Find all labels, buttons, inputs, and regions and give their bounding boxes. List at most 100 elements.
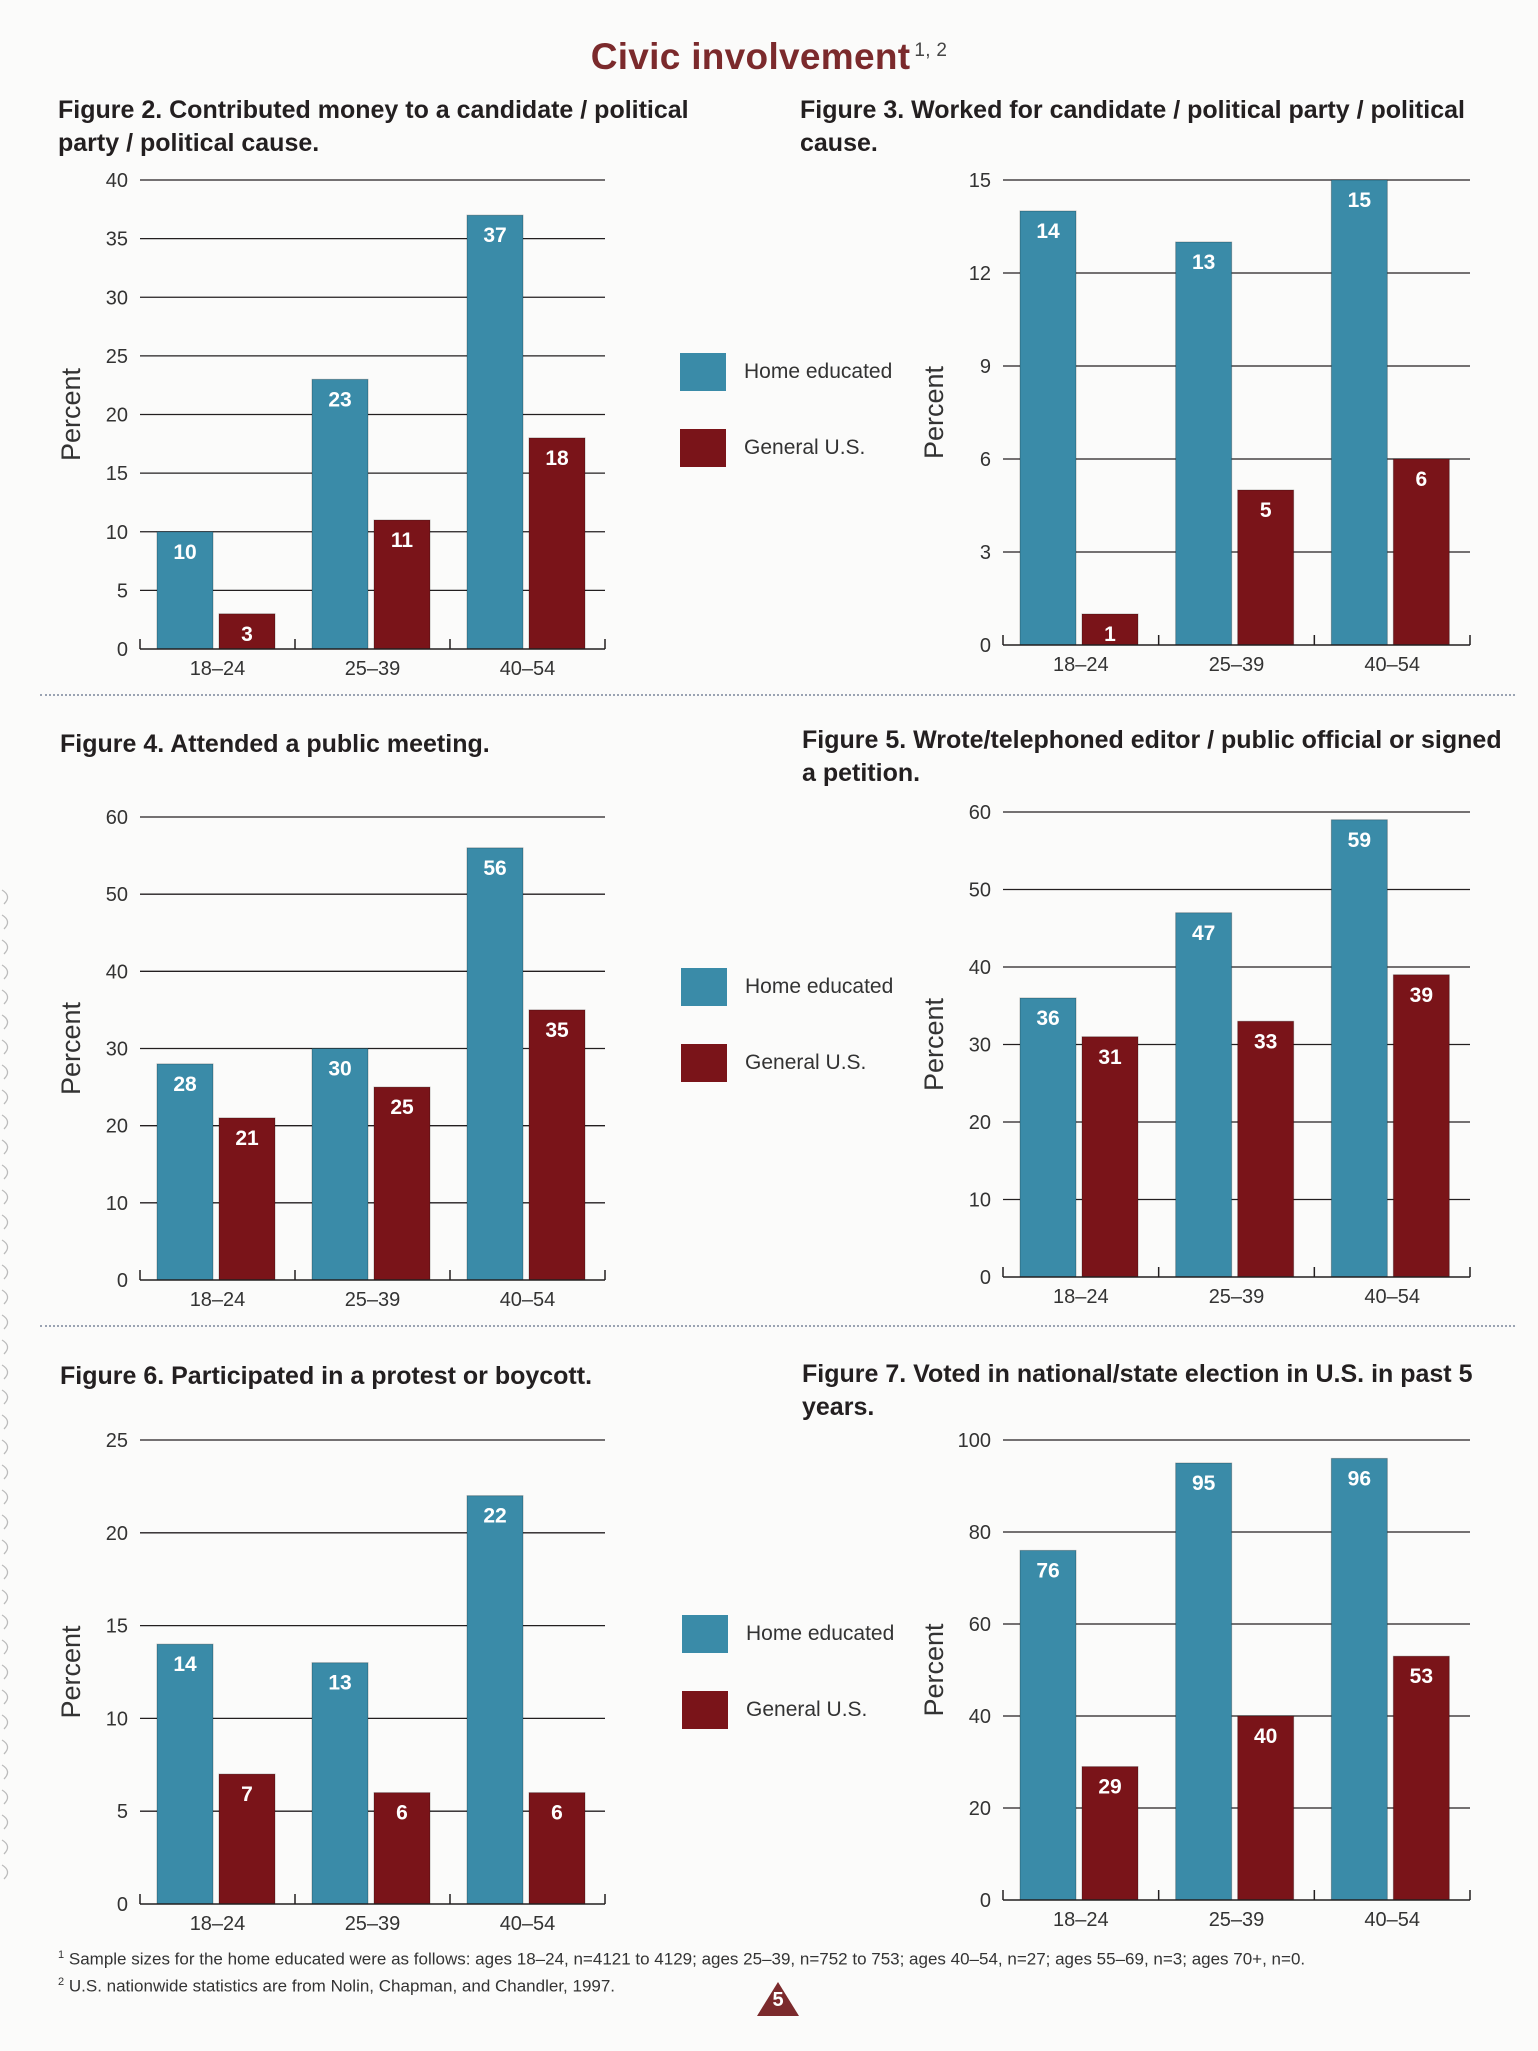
bar-home-educated bbox=[466, 847, 524, 1281]
binding-arc bbox=[1, 914, 9, 930]
binding-arc bbox=[1, 1864, 9, 1880]
y-tick-label: 30 bbox=[969, 1035, 991, 1057]
binding-arc bbox=[1, 1639, 9, 1655]
bar-general-us bbox=[1081, 613, 1139, 646]
data-label-home-educated: 15 bbox=[1348, 189, 1372, 212]
bar-home-educated bbox=[311, 1662, 369, 1905]
y-tick-label: 0 bbox=[980, 1890, 991, 1912]
x-tick-label: 25–39 bbox=[345, 658, 401, 680]
page-title-text: Civic involvement bbox=[590, 36, 911, 77]
y-tick-label: 20 bbox=[106, 1116, 128, 1138]
bar-general-us bbox=[528, 437, 586, 650]
figure-3-chart: 0 3 6 9 12 15 Percent 14 1 18–24 13 5 25–39 15 6 40–54 bbox=[919, 170, 1471, 676]
y-tick-label: 9 bbox=[980, 356, 991, 378]
legend-label-general: General U.S. bbox=[746, 1698, 868, 1721]
bar-general-us bbox=[1237, 1020, 1295, 1278]
y-tick-label: 60 bbox=[969, 1614, 991, 1636]
binding-arc bbox=[1, 1014, 9, 1030]
bar-general-us bbox=[1392, 974, 1450, 1278]
data-label-home-educated: 47 bbox=[1192, 922, 1215, 945]
bar-general-us bbox=[1237, 489, 1295, 646]
bar-home-educated bbox=[156, 531, 214, 650]
bar-home-educated bbox=[1330, 819, 1388, 1278]
bar-general-us bbox=[373, 1086, 431, 1281]
figure-4-title: Figure 4. Attended a public meeting. bbox=[60, 730, 490, 758]
y-tick-label: 10 bbox=[106, 1193, 128, 1215]
data-label-general-us: 21 bbox=[235, 1127, 259, 1150]
binding-arc bbox=[1, 1739, 9, 1755]
y-axis-title: Percent bbox=[56, 1001, 86, 1095]
data-label-general-us: 7 bbox=[241, 1783, 253, 1806]
legend-item-general: General U.S. bbox=[681, 1043, 893, 1083]
y-tick-label: 15 bbox=[106, 463, 128, 485]
footnote-2-marker: 2 bbox=[58, 1975, 65, 1988]
bar-home-educated bbox=[1175, 912, 1233, 1278]
binding-arc bbox=[1, 1814, 9, 1830]
y-tick-label: 50 bbox=[106, 884, 128, 906]
bar-general-us bbox=[218, 1773, 276, 1905]
binding-arc bbox=[1, 1564, 9, 1580]
y-tick-label: 5 bbox=[117, 1801, 128, 1823]
data-label-general-us: 25 bbox=[390, 1096, 414, 1119]
bar-home-educated bbox=[1019, 210, 1077, 646]
data-label-home-educated: 13 bbox=[328, 1672, 351, 1695]
legend-item-general: General U.S. bbox=[682, 1690, 894, 1730]
bar-home-educated bbox=[1019, 1549, 1077, 1901]
binding-arc bbox=[1, 1414, 9, 1430]
footnotes: 1 Sample sizes for the home educated wer… bbox=[58, 1944, 1498, 1997]
bar-home-educated bbox=[1019, 997, 1077, 1278]
bar-home-educated bbox=[311, 1048, 369, 1281]
bar-home-educated bbox=[156, 1643, 214, 1905]
legend-swatch-general bbox=[682, 1691, 728, 1729]
bar-home-educated bbox=[1330, 1457, 1388, 1901]
figure-7-title: Figure 7. Voted in national/state electi… bbox=[802, 1360, 1473, 1421]
x-tick-label: 18–24 bbox=[190, 658, 246, 680]
y-tick-label: 25 bbox=[106, 346, 128, 368]
y-axis-title: Percent bbox=[56, 367, 86, 461]
x-tick-label: 18–24 bbox=[190, 1913, 246, 1935]
data-label-general-us: 6 bbox=[1415, 468, 1427, 491]
footnote-1: 1 Sample sizes for the home educated wer… bbox=[58, 1944, 1498, 1971]
bar-general-us bbox=[1392, 1655, 1450, 1901]
x-tick-label: 40–54 bbox=[1364, 1909, 1420, 1931]
bar-general-us bbox=[373, 519, 431, 650]
row-divider-2 bbox=[40, 1325, 1515, 1327]
y-tick-label: 25 bbox=[106, 1430, 128, 1452]
x-tick-label: 25–39 bbox=[1209, 1909, 1265, 1931]
figure-4-chart: 0 10 20 30 40 50 60 Percent 28 21 18–24 30 25 25–39 56… bbox=[56, 807, 606, 1311]
y-tick-label: 10 bbox=[969, 1190, 991, 1212]
bar-home-educated bbox=[156, 1063, 214, 1281]
data-label-home-educated: 13 bbox=[1192, 251, 1215, 274]
title-footnote-markers: 1, 2 bbox=[914, 39, 948, 61]
y-axis-title: Percent bbox=[56, 1625, 86, 1719]
legend-item-general: General U.S. bbox=[680, 428, 892, 468]
y-tick-label: 6 bbox=[980, 449, 991, 471]
figure-2-chart: 0 5 10 15 20 25 30 35 40 Percent 10 3 18–24 23 11 25–39… bbox=[56, 170, 606, 680]
data-label-general-us: 29 bbox=[1098, 1776, 1121, 1799]
data-label-home-educated: 76 bbox=[1036, 1559, 1059, 1582]
data-label-general-us: 35 bbox=[545, 1019, 569, 1042]
bar-home-educated bbox=[1330, 179, 1388, 646]
y-tick-label: 40 bbox=[969, 1706, 991, 1728]
y-tick-label: 40 bbox=[106, 961, 128, 983]
row-divider-1 bbox=[40, 694, 1515, 696]
binding-arc bbox=[1, 1339, 9, 1355]
binding-arc bbox=[1, 1764, 9, 1780]
figure-2-title: Figure 2. Contributed money to a candida… bbox=[58, 96, 689, 157]
bar-home-educated bbox=[1175, 1462, 1233, 1901]
x-tick-label: 40–54 bbox=[500, 1913, 556, 1935]
x-tick-label: 18–24 bbox=[1053, 1909, 1109, 1931]
x-tick-label: 25–39 bbox=[1209, 654, 1265, 676]
binding-arc bbox=[1, 1464, 9, 1480]
y-tick-label: 15 bbox=[969, 170, 991, 192]
y-axis-title: Percent bbox=[919, 365, 949, 459]
y-tick-label: 20 bbox=[969, 1112, 991, 1134]
legend-label-home: Home educated bbox=[744, 360, 893, 383]
x-tick-label: 40–54 bbox=[1364, 1286, 1420, 1308]
figure-3-title: Figure 3. Worked for candidate / politic… bbox=[800, 96, 1465, 157]
y-tick-label: 40 bbox=[969, 957, 991, 979]
binding-arc bbox=[1, 1039, 9, 1055]
page-title: Civic involvement 1, 2 bbox=[0, 36, 1538, 78]
y-tick-label: 100 bbox=[958, 1430, 991, 1452]
binding-arc bbox=[1, 1214, 9, 1230]
